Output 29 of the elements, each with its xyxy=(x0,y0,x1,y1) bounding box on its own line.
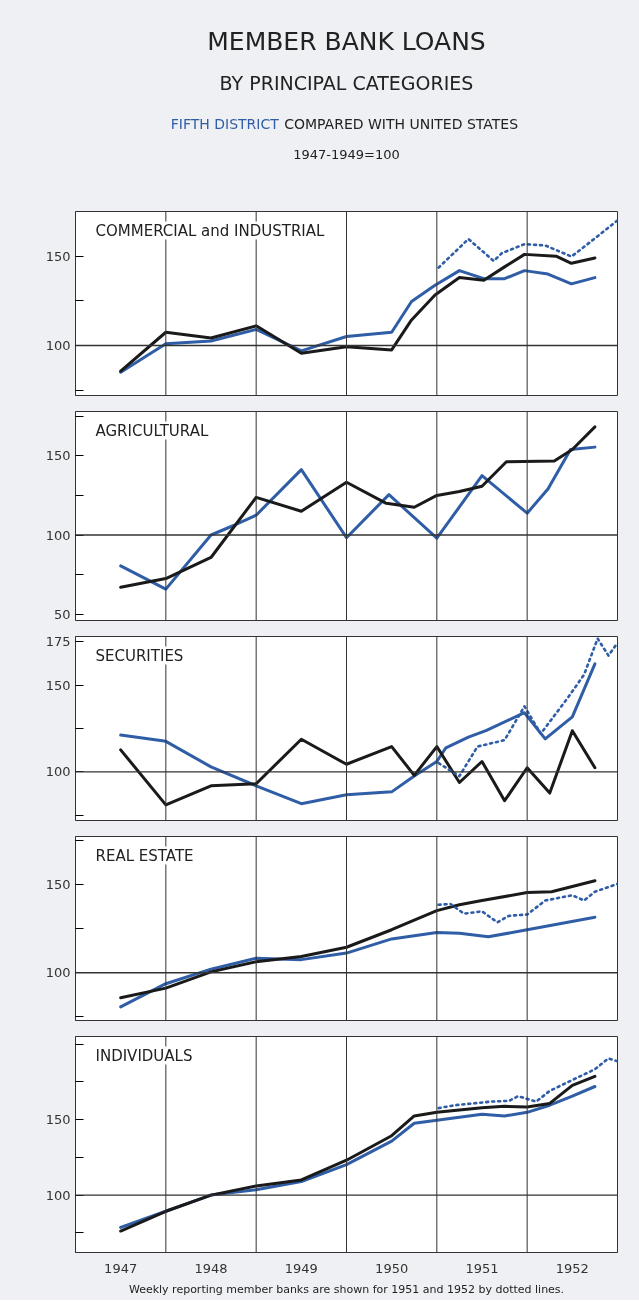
y-tick-label: 100 xyxy=(45,764,71,780)
text: BY PRINCIPAL CATEGORIES xyxy=(219,71,474,94)
y-tick-label: 100 xyxy=(45,337,71,353)
y-tick-label: 150 xyxy=(45,448,71,464)
y-tick-label: 150 xyxy=(45,248,71,264)
y-tick-label: 100 xyxy=(45,1187,71,1203)
y-tick-label: 150 xyxy=(45,1112,71,1128)
x-tick-label: 1951 xyxy=(465,1260,499,1276)
x-tick-label: 1948 xyxy=(194,1260,228,1276)
y-tick-label: 150 xyxy=(45,876,71,892)
y-tick-label: 175 xyxy=(45,634,71,650)
text: REAL ESTATE xyxy=(95,846,194,865)
text: 1947-1949=100 xyxy=(293,146,400,162)
text: INDIVIDUALS xyxy=(95,1046,193,1065)
text: Weekly reporting member banks are shown for 1951 and 1952 by dotted lines. xyxy=(128,1282,565,1296)
text: AGRICULTURAL xyxy=(95,421,209,440)
x-tick-label: 1947 xyxy=(104,1260,138,1276)
text: COMMERCIAL and INDUSTRIAL xyxy=(95,221,326,240)
text: MEMBER BANK LOANS xyxy=(207,27,486,56)
y-tick-label: 50 xyxy=(53,606,71,622)
y-tick-label: 100 xyxy=(45,527,71,543)
y-tick-label: 100 xyxy=(45,965,71,981)
x-tick-label: 1950 xyxy=(375,1260,409,1276)
text: FIFTH DISTRICT xyxy=(170,115,280,132)
text: SECURITIES xyxy=(95,646,184,665)
text: COMPARED WITH UNITED STATES xyxy=(284,115,519,132)
y-tick-label: 150 xyxy=(45,677,71,693)
x-tick-label: 1949 xyxy=(284,1260,318,1276)
x-tick-label: 1952 xyxy=(555,1260,589,1276)
